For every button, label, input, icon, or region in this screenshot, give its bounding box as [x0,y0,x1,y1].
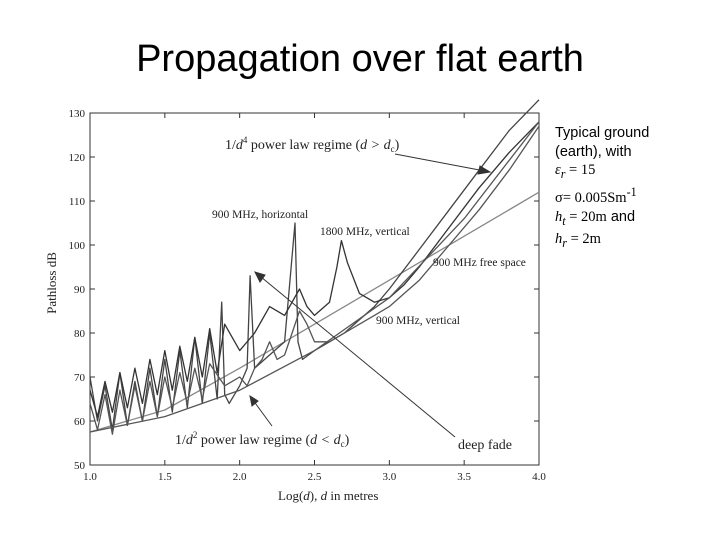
y-tick-label: 100 [69,240,86,252]
y-tick-label: 70 [74,372,86,384]
y-tick-label: 120 [69,152,86,164]
note-hr: hr = 2m [555,231,601,250]
label-1800-vertical: 1800 MHz, vertical [320,226,410,238]
x-tick-label: 3.5 [457,471,471,483]
arrow-deep-fade [254,271,456,438]
series-line-0 [89,191,540,433]
x-tick-label: 3.0 [382,471,396,483]
label-900-free-space: 900 MHz free space [433,257,526,269]
x-tick-label: 4.0 [532,471,546,483]
note-sigma: σ= 0.005Sm-1 [555,185,637,207]
x-axis-label: Log(d), d in metres [278,488,378,503]
annotation-power2: 1/d2 power law regime (d < dc) [175,430,350,449]
chart-series [89,99,540,435]
x-tick-label: 2.0 [233,471,247,483]
y-tick-label: 60 [74,416,86,428]
chart-labels: 900 MHz, horizontal 1800 MHz, vertical 9… [44,135,526,503]
x-tick-label: 2.5 [308,471,322,483]
arrow-power2-head [249,394,259,407]
note-ht: ht = 20m and [555,208,636,228]
annotation-deep-fade: deep fade [458,438,512,453]
y-tick-label: 130 [69,108,86,120]
chart-axes: 1.0 1.5 2.0 2.5 3.0 3.5 4.0 50 60 70 80 90 100 110 120… [69,108,547,483]
series-line-2 [89,125,540,435]
x-tick-label: 1.0 [83,471,97,483]
arrow-deep-fade-head [254,271,266,283]
note-epsilon: εr = 15 [555,162,596,181]
y-axis-label: Pathloss dB [44,252,59,314]
slide-title: Propagation over flat earth [136,38,584,80]
arrow-power4-head [477,165,492,175]
annotation-power4: 1/d4 power law regime (d > dc) [225,135,400,154]
series-line-3 [89,121,540,418]
y-tick-label: 90 [74,284,86,296]
arrow-power4 [394,153,491,173]
y-tick-label: 50 [74,460,86,472]
label-900-vertical: 900 MHz, vertical [376,315,460,327]
label-900-horizontal: 900 MHz, horizontal [212,209,308,221]
series-line-4 [89,121,540,433]
x-tick-label: 1.5 [158,471,172,483]
ground-parameters-note: Typical ground (earth), with εr = 15 σ= … [555,124,715,253]
y-tick-label: 110 [69,196,86,208]
note-line-2: (earth), with [555,143,632,160]
annotation-arrows [249,153,492,438]
y-tick-label: 80 [74,328,86,340]
note-line-1: Typical ground [555,125,650,141]
